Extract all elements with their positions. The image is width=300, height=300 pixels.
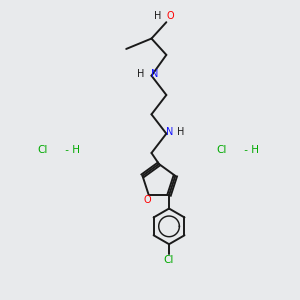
Text: H: H [137,69,145,79]
Text: H: H [177,127,184,137]
Text: O: O [167,11,175,21]
Text: - H: - H [241,145,259,155]
Text: H: H [154,11,161,21]
Text: Cl: Cl [216,145,226,155]
Text: O: O [143,195,151,205]
Text: - H: - H [62,145,80,155]
Text: Cl: Cl [164,255,174,265]
Text: N: N [152,69,159,79]
Text: Cl: Cl [38,145,48,155]
Text: N: N [166,127,174,137]
